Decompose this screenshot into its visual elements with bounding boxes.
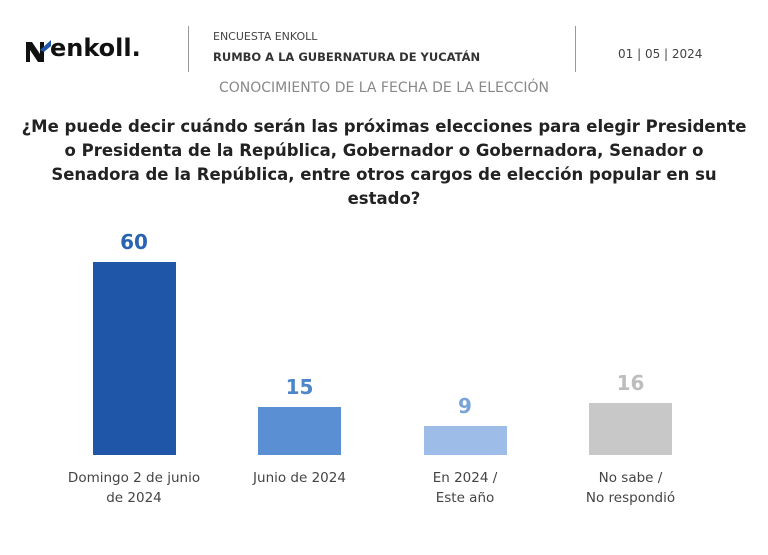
bar xyxy=(258,406,341,455)
survey-topic: RUMBO A LA GUBERNATURA DE YUCATÁN xyxy=(213,50,481,64)
divider xyxy=(575,26,576,72)
category-label: Domingo 2 de junio de 2024 xyxy=(67,470,201,506)
divider xyxy=(188,26,189,72)
logo-icon xyxy=(26,40,51,62)
logo-text: enkoll. xyxy=(50,34,141,62)
bar xyxy=(92,261,176,455)
category-label: No sabe / No respondió xyxy=(585,470,676,506)
bar xyxy=(423,426,507,455)
value-label: 16 xyxy=(616,371,645,396)
survey-name: ENCUESTA ENKOLL xyxy=(213,30,318,43)
value-label: 15 xyxy=(285,374,314,399)
category-label: En 2024 / Este año xyxy=(432,470,498,506)
value-label: 60 xyxy=(120,229,148,254)
bar xyxy=(589,403,672,455)
value-label: 9 xyxy=(458,394,472,419)
question: ¿Me puede decir cuándo serán las próxima… xyxy=(21,117,747,208)
subtitle: CONOCIMIENTO DE LA FECHA DE LA ELECCIÓN xyxy=(218,80,550,96)
category-label: Junio de 2024 xyxy=(253,470,346,486)
date: 01 | 05 | 2024 xyxy=(618,47,703,61)
